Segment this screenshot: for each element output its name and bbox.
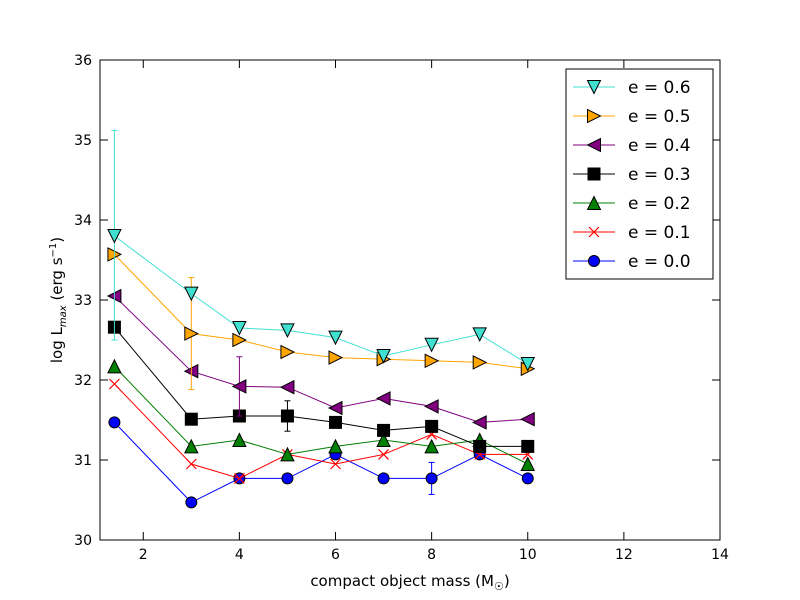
legend-label: e = 0.1 — [628, 223, 691, 243]
data-point — [232, 321, 247, 336]
legend-item: e = 0.5 — [573, 107, 691, 127]
data-point — [184, 286, 199, 302]
data-point — [279, 379, 295, 395]
data-point — [377, 423, 391, 437]
data-point — [377, 472, 390, 485]
legend: e = 0.6 e = 0.5 e = 0.4 e = 0.3 e = 0.2 e = 0… — [565, 68, 714, 280]
series-e03 — [107, 320, 535, 453]
data-point — [232, 332, 247, 348]
data-point — [472, 327, 487, 343]
x-tick-label: 12 — [615, 547, 633, 563]
data-point — [184, 412, 198, 426]
legend-label: e = 0.5 — [628, 107, 691, 127]
data-point — [521, 439, 535, 453]
data-point — [425, 419, 439, 433]
legend-item: e = 0.2 — [573, 194, 691, 214]
tick-layer: 2 4 6 8 10 12 14 30 31 32 33 34 35 36 — [74, 53, 729, 563]
data-point — [376, 349, 391, 364]
data-point — [473, 439, 487, 453]
data-point — [520, 411, 535, 427]
data-point — [184, 438, 199, 454]
data-point — [327, 400, 343, 416]
data-point — [424, 399, 439, 414]
data-point — [232, 432, 247, 447]
data-point — [328, 350, 344, 365]
y-tick-label: 35 — [74, 133, 92, 149]
data-point — [107, 358, 122, 374]
data-point — [521, 472, 534, 485]
data-point — [424, 353, 440, 369]
x-tick-label: 6 — [331, 547, 340, 563]
data-point — [328, 330, 343, 346]
data-point — [280, 323, 295, 339]
legend-marker — [587, 108, 602, 124]
series-e01 — [108, 378, 534, 484]
data-point — [520, 456, 536, 471]
x-tick-label: 10 — [519, 547, 537, 563]
data-point — [329, 415, 343, 429]
legend-label: e = 0.2 — [628, 194, 691, 214]
legend-marker — [588, 226, 600, 238]
y-tick-label: 32 — [74, 373, 92, 389]
x-tick-label: 4 — [235, 547, 244, 563]
y-tick-label: 30 — [74, 533, 92, 549]
data-point — [328, 438, 343, 454]
series-layer — [106, 129, 536, 509]
x-tick-label: 8 — [427, 547, 436, 563]
data-point — [520, 357, 536, 372]
data-point — [472, 355, 488, 370]
series-e06 — [107, 129, 536, 372]
legend-marker — [586, 137, 601, 153]
y-tick-label: 34 — [74, 213, 92, 229]
legend-item: e = 0.4 — [573, 136, 691, 156]
legend-marker — [587, 167, 601, 181]
legend-label: e = 0.6 — [628, 78, 691, 98]
data-point — [425, 472, 438, 485]
data-point — [233, 472, 245, 484]
data-point — [280, 344, 296, 360]
data-point — [184, 326, 199, 341]
legend-marker — [588, 255, 600, 267]
data-point — [375, 391, 391, 406]
legend-label: e = 0.3 — [628, 165, 691, 185]
data-point — [281, 472, 294, 485]
legend-item: e = 0.0 — [573, 252, 691, 272]
data-point — [185, 496, 198, 509]
data-point — [231, 379, 247, 394]
data-point — [424, 438, 439, 454]
y-tick-label: 33 — [74, 293, 92, 309]
legend-item: e = 0.3 — [573, 165, 691, 185]
legend-label: e = 0.4 — [628, 136, 691, 156]
data-point — [108, 378, 120, 390]
data-point — [424, 337, 439, 353]
legend-label: e = 0.0 — [628, 252, 691, 272]
series-e04 — [106, 288, 535, 430]
data-point — [108, 416, 121, 429]
data-point — [376, 432, 391, 447]
data-point — [378, 448, 389, 460]
legend-marker — [586, 80, 602, 95]
legend-item: e = 0.6 — [573, 78, 691, 98]
x-axis-label: compact object mass (M☉) — [310, 572, 509, 593]
data-point — [472, 415, 487, 430]
data-point — [280, 446, 295, 462]
legend-item: e = 0.1 — [573, 223, 691, 243]
y-tick-label: 36 — [74, 53, 92, 69]
data-point — [185, 458, 197, 470]
legend-marker — [586, 195, 602, 210]
x-tick-label: 2 — [139, 547, 148, 563]
y-tick-label: 31 — [74, 453, 92, 469]
y-axis-label: log Lmax (erg s−1) — [48, 237, 69, 363]
x-tick-label: 14 — [711, 547, 729, 563]
data-point — [330, 458, 341, 470]
data-point — [107, 229, 122, 244]
data-point — [280, 409, 294, 423]
plot-frame — [99, 59, 721, 541]
